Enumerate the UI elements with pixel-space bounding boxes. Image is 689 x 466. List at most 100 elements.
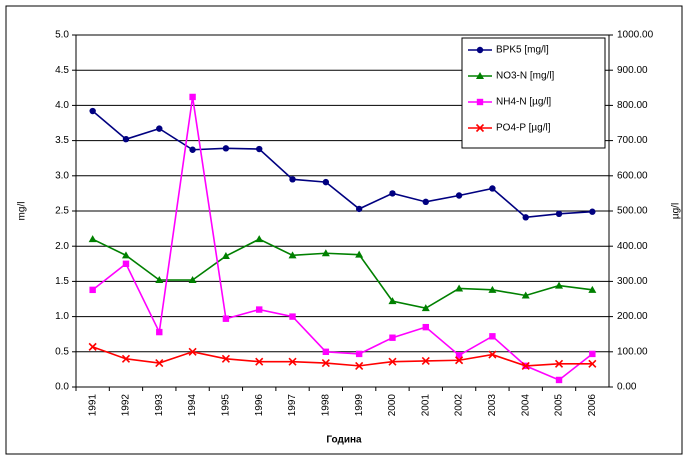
x-tick-label: 1998: [320, 394, 331, 417]
marker: [289, 313, 296, 320]
y2-tick-label: 500.00: [617, 206, 648, 217]
marker: [222, 315, 230, 322]
legend-marker: [476, 46, 484, 54]
marker: [288, 357, 297, 366]
marker: [89, 107, 96, 115]
y-tick-label: 4.0: [55, 100, 69, 111]
marker: [355, 205, 363, 213]
y-axis-label: mg/l: [17, 202, 28, 221]
legend-label: BPK5 [mg/l]: [496, 45, 549, 56]
x-tick-label: 2004: [520, 394, 531, 417]
marker: [389, 334, 396, 341]
marker: [588, 285, 597, 293]
marker: [521, 291, 530, 299]
x-tick-label: 1995: [221, 394, 232, 417]
marker: [455, 352, 463, 359]
x-tick-label: 2006: [587, 394, 598, 417]
y2-tick-label: 800.00: [617, 100, 648, 111]
x-axis-label: Година: [326, 435, 362, 446]
marker: [289, 176, 296, 183]
marker: [589, 350, 596, 358]
marker: [155, 275, 164, 283]
marker: [156, 328, 163, 336]
x-tick-label: 1999: [354, 394, 365, 417]
y-tick-label: 2.5: [55, 206, 69, 217]
legend-box: [461, 37, 606, 149]
marker: [455, 284, 464, 292]
legend-label: NO3-N [mg/l]: [496, 71, 555, 82]
marker: [156, 125, 163, 132]
marker: [355, 361, 364, 370]
x-tick-label: 2002: [454, 394, 465, 417]
x-tick-label: 1997: [287, 394, 298, 417]
marker: [421, 356, 430, 366]
marker: [88, 342, 97, 351]
marker: [455, 356, 464, 365]
marker: [89, 286, 96, 294]
marker: [388, 357, 397, 366]
legend-label: PO4-P [µg/l]: [496, 123, 551, 134]
marker: [355, 250, 364, 258]
y-tick-label: 1.0: [55, 311, 69, 322]
marker: [488, 285, 497, 293]
legend-marker: [476, 72, 484, 79]
y-tick-label: 3.5: [55, 135, 69, 146]
y2-tick-label: 400.00: [617, 241, 648, 252]
marker: [589, 208, 596, 215]
y2-axis-label: µg/l: [671, 203, 682, 219]
y-tick-label: 5.0: [55, 30, 69, 41]
marker: [554, 359, 564, 368]
x-tick-label: 1996: [254, 394, 265, 417]
x-tick-label: 1991: [87, 394, 98, 417]
y2-tick-label: 1000.00: [617, 30, 654, 41]
y-tick-label: 4.5: [55, 65, 69, 76]
marker: [355, 350, 363, 358]
marker: [88, 235, 97, 243]
x-tick-label: 2000: [387, 394, 398, 417]
x-tick-label: 2001: [420, 394, 431, 417]
marker: [255, 357, 264, 366]
marker: [255, 235, 264, 243]
y2-tick-label: 900.00: [617, 65, 648, 76]
marker: [588, 359, 597, 368]
marker: [321, 249, 330, 257]
series-line: [92, 96, 593, 381]
marker: [155, 358, 164, 368]
y-tick-label: 0.5: [55, 346, 69, 357]
marker: [188, 275, 197, 283]
y2-tick-label: 200.00: [617, 311, 648, 322]
marker: [522, 214, 529, 221]
marker: [189, 93, 196, 101]
series-line: [92, 346, 593, 367]
marker: [388, 297, 397, 305]
x-tick-label: 2003: [487, 394, 498, 417]
legend-label: NH4-N [µg/l]: [496, 97, 551, 108]
marker: [555, 281, 564, 289]
y2-tick-label: 300.00: [617, 276, 648, 287]
y2-tick-label: 600.00: [617, 170, 648, 181]
marker: [555, 376, 563, 384]
marker: [389, 190, 396, 197]
marker: [555, 210, 563, 218]
marker: [122, 260, 130, 267]
legend-marker: [476, 98, 484, 106]
marker: [288, 251, 297, 259]
marker: [455, 192, 463, 199]
y2-tick-label: 0.00: [617, 382, 637, 393]
y2-tick-label: 700.00: [617, 135, 648, 146]
series-line: [92, 238, 593, 309]
marker: [222, 145, 230, 152]
y-tick-label: 0.0: [55, 382, 69, 393]
marker: [422, 323, 429, 331]
marker: [422, 198, 429, 206]
y-tick-label: 2.0: [55, 241, 69, 252]
marker: [256, 145, 263, 153]
marker: [321, 358, 330, 368]
y-tick-label: 1.5: [55, 276, 69, 287]
x-tick-label: 1992: [121, 394, 132, 417]
marker: [189, 146, 196, 153]
marker: [322, 348, 330, 355]
x-tick-label: 1993: [154, 394, 165, 417]
marker: [322, 178, 330, 186]
